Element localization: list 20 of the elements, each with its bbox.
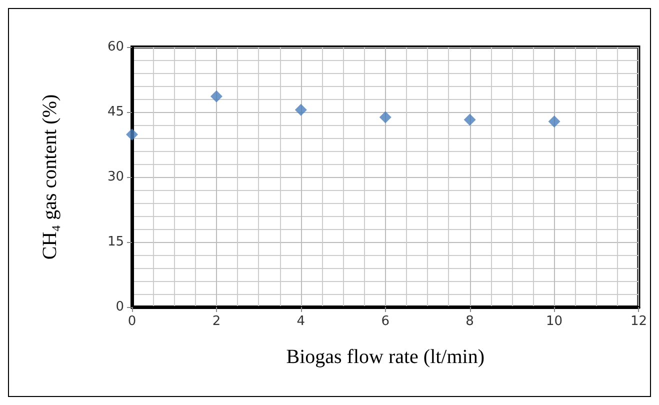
- point: [210, 90, 222, 102]
- x-tick-label: 10: [546, 314, 563, 329]
- y-tick-label: 60: [107, 40, 124, 54]
- x-axis-title: Biogas flow rate (lt/min): [286, 346, 485, 368]
- point: [294, 104, 307, 116]
- x-tick-label: 2: [212, 314, 221, 329]
- point: [379, 111, 392, 124]
- y-tick-label: 30: [107, 170, 124, 184]
- point: [464, 114, 476, 126]
- y-tick-label: 15: [107, 234, 124, 250]
- y-tick-label: 0: [116, 300, 124, 314]
- x-tick-label: 8: [466, 314, 474, 329]
- y-tick-label: 45: [107, 104, 124, 120]
- y-axis-title: CH₄ gas content (%): [39, 94, 61, 260]
- x-tick-label: 12: [630, 314, 647, 329]
- x-tick-label: 6: [381, 314, 390, 329]
- point: [548, 116, 560, 128]
- point: [126, 128, 138, 141]
- x-tick-label: 0: [128, 314, 136, 329]
- x-tick-label: 4: [296, 314, 306, 329]
